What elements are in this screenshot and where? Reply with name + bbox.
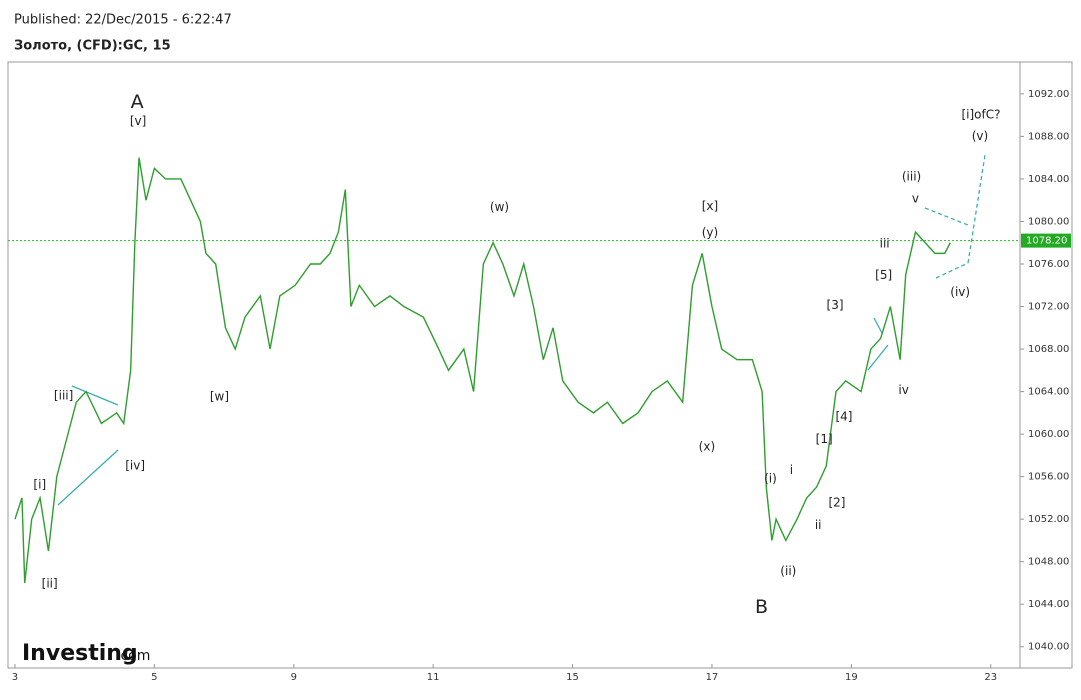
wave-label: [4] <box>835 410 852 424</box>
y-tick-label: 1052.00 <box>1028 514 1069 525</box>
x-tick-label: 17 <box>706 672 719 683</box>
wave-label: (y) <box>702 226 718 240</box>
trend-lines <box>57 154 986 506</box>
wave-label: (w) <box>490 200 509 214</box>
y-tick-label: 1076.00 <box>1028 259 1069 270</box>
wave-label: [ii] <box>42 577 58 591</box>
last-price-badge <box>1021 233 1071 248</box>
wave-label: (i) <box>764 471 777 485</box>
wave-label: B <box>755 596 768 618</box>
y-tick-label: 1092.00 <box>1028 89 1069 100</box>
x-tick-label: 9 <box>291 672 297 683</box>
wave-label: iii <box>880 236 890 250</box>
x-tick-label: 19 <box>845 672 858 683</box>
y-tick-label: 1048.00 <box>1028 557 1069 568</box>
wave-label: (ii) <box>780 564 796 578</box>
wave-label: v <box>912 192 919 206</box>
y-tick-label: 1088.00 <box>1028 131 1069 142</box>
chart-title: Золото, (CFD):GC, 15 <box>14 39 171 54</box>
y-tick-label: 1084.00 <box>1028 174 1069 185</box>
logo-brand: Investing <box>22 641 138 666</box>
wave-label: (x) <box>699 439 715 453</box>
y-tick-label: 1072.00 <box>1028 302 1069 313</box>
wave-label: [x] <box>702 199 718 213</box>
published: Published: 22/Dec/2015 - 6:22:47 <box>14 13 232 28</box>
y-tick-label: 1040.00 <box>1028 642 1069 653</box>
wave-label: [v] <box>130 114 146 128</box>
wave-label: [i] <box>33 478 46 492</box>
y-tick-label: 1044.00 <box>1028 599 1069 610</box>
wave-label: [2] <box>828 496 845 510</box>
y-tick-label: 1080.00 <box>1028 216 1069 227</box>
wave-label: ii <box>815 518 822 532</box>
x-tick-label: 3 <box>12 672 18 683</box>
frame <box>7 61 1073 669</box>
wave-label: (v) <box>972 129 988 143</box>
last-price-label: 1078.20 <box>1026 236 1067 247</box>
x-tick-label: 15 <box>566 672 579 683</box>
wave-label: [w] <box>210 389 229 403</box>
wave-label: [iii] <box>54 388 73 402</box>
wave-label: [i]ofC? <box>961 108 1000 122</box>
wave-label: A <box>131 91 144 113</box>
y-tick-label: 1068.00 <box>1028 344 1069 355</box>
wave-label: [iv] <box>125 459 145 473</box>
wave-label: i <box>790 463 793 477</box>
y-tick-label: 1060.00 <box>1028 429 1069 440</box>
logo-suffix: .com <box>116 648 150 664</box>
wave-label: (iv) <box>950 285 970 299</box>
price-line <box>14 157 951 584</box>
wave-label: [1] <box>816 432 833 446</box>
wave-label: [5] <box>875 268 892 282</box>
y-tick-label: 1056.00 <box>1028 472 1069 483</box>
x-tick-label: 11 <box>427 672 440 683</box>
x-tick-label: 5 <box>151 672 157 683</box>
y-tick-label: 1064.00 <box>1028 387 1069 398</box>
x-tick-label: 23 <box>984 672 997 683</box>
wave-label: iv <box>898 383 908 397</box>
wave-label: [3] <box>827 298 844 312</box>
wave-label: (iii) <box>902 169 921 183</box>
